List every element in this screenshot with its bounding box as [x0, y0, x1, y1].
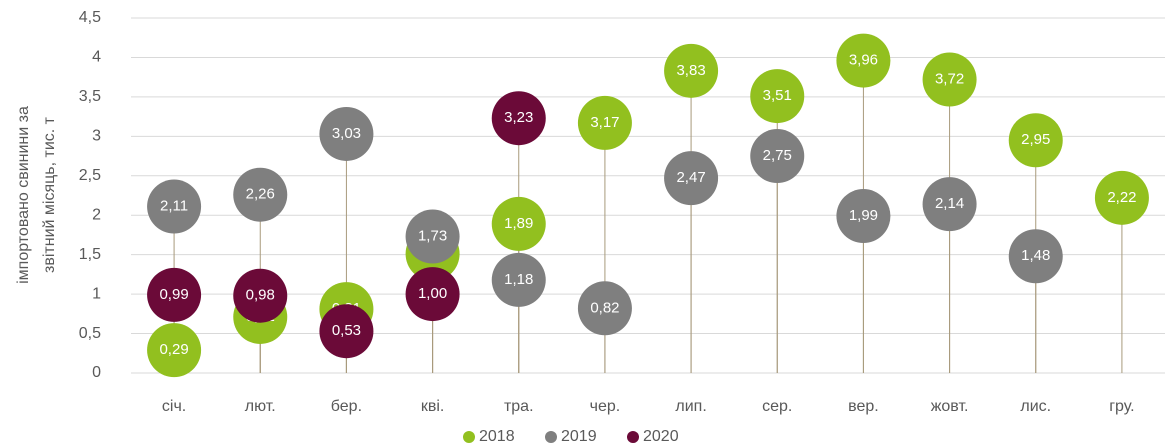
legend-label: 2019 — [561, 428, 597, 445]
dot — [577, 95, 632, 150]
legend-label: 2018 — [479, 428, 515, 445]
dot — [405, 209, 460, 264]
dot — [922, 177, 977, 232]
data-label: 1,89 — [504, 215, 533, 232]
dot — [491, 196, 546, 251]
y-tick-label: 4,5 — [79, 9, 101, 26]
dot — [1008, 229, 1063, 284]
y-axis-label: звітний місяць, тис. т — [41, 116, 58, 273]
data-label: 2,22 — [1107, 189, 1136, 206]
legend-swatch — [627, 431, 639, 443]
y-tick-label: 0,5 — [79, 325, 101, 342]
data-label: 3,83 — [676, 62, 705, 79]
data-label: 1,18 — [504, 271, 533, 288]
x-tick-label: жовт. — [931, 398, 969, 415]
dot — [319, 304, 374, 359]
data-label: 0,99 — [159, 286, 188, 303]
y-tick-label: 2,5 — [79, 167, 101, 184]
dot — [1008, 113, 1063, 168]
data-label: 2,95 — [1021, 131, 1050, 148]
dot — [147, 323, 202, 378]
dot — [233, 268, 288, 323]
x-tick-label: вер. — [848, 398, 879, 415]
dot — [750, 129, 805, 184]
legend-label: 2020 — [643, 428, 679, 445]
dot — [836, 189, 891, 244]
y-tick-label: 3 — [92, 128, 101, 145]
legend-swatch — [463, 431, 475, 443]
dot — [922, 52, 977, 107]
dot — [147, 179, 202, 234]
dot — [1094, 170, 1149, 225]
data-label: 0,98 — [246, 287, 275, 304]
data-label: 1,73 — [418, 227, 447, 244]
dot — [750, 69, 805, 124]
data-label: 1,99 — [849, 207, 878, 224]
data-label: 2,26 — [246, 186, 275, 203]
y-axis-label: імпортовано свинини за — [15, 106, 32, 284]
x-tick-label: лют. — [245, 398, 276, 415]
dot — [664, 151, 719, 206]
dot — [405, 267, 460, 322]
data-label: 2,11 — [160, 198, 188, 215]
y-tick-label: 4 — [92, 49, 101, 66]
dot — [836, 33, 891, 88]
data-label: 3,03 — [332, 125, 361, 142]
y-tick-label: 0 — [92, 364, 101, 381]
y-tick-label: 2 — [92, 206, 101, 223]
data-label: 3,96 — [849, 52, 878, 69]
data-label: 3,23 — [504, 109, 533, 126]
data-label: 2,14 — [935, 195, 964, 212]
x-tick-label: бер. — [331, 398, 362, 415]
data-label: 3,51 — [763, 87, 792, 104]
y-tick-label: 1,5 — [79, 246, 101, 263]
dot — [664, 43, 719, 98]
x-tick-label: січ. — [162, 398, 186, 415]
dot — [491, 91, 546, 146]
x-tick-label: лис. — [1020, 398, 1051, 415]
dot — [233, 167, 288, 222]
x-tick-label: тра. — [504, 398, 534, 415]
data-label: 0,29 — [159, 341, 188, 358]
legend-swatch — [545, 431, 557, 443]
y-tick-label: 3,5 — [79, 88, 101, 105]
x-tick-label: кві. — [421, 398, 445, 415]
dot — [147, 267, 202, 322]
data-label: 3,72 — [935, 71, 964, 88]
dot — [577, 281, 632, 336]
x-tick-label: лип. — [675, 398, 706, 415]
data-label: 0,82 — [590, 299, 619, 316]
data-label: 1,00 — [418, 285, 447, 302]
data-label: 1,48 — [1021, 247, 1050, 264]
data-label: 0,53 — [332, 322, 361, 339]
x-tick-label: сер. — [762, 398, 792, 415]
dot — [491, 252, 546, 307]
y-tick-label: 1 — [92, 285, 101, 302]
data-label: 2,47 — [676, 169, 705, 186]
data-label: 3,17 — [590, 114, 619, 131]
x-tick-label: гру. — [1109, 398, 1134, 415]
data-label: 2,75 — [763, 147, 792, 164]
x-tick-label: чер. — [590, 398, 621, 415]
dot — [319, 106, 374, 161]
